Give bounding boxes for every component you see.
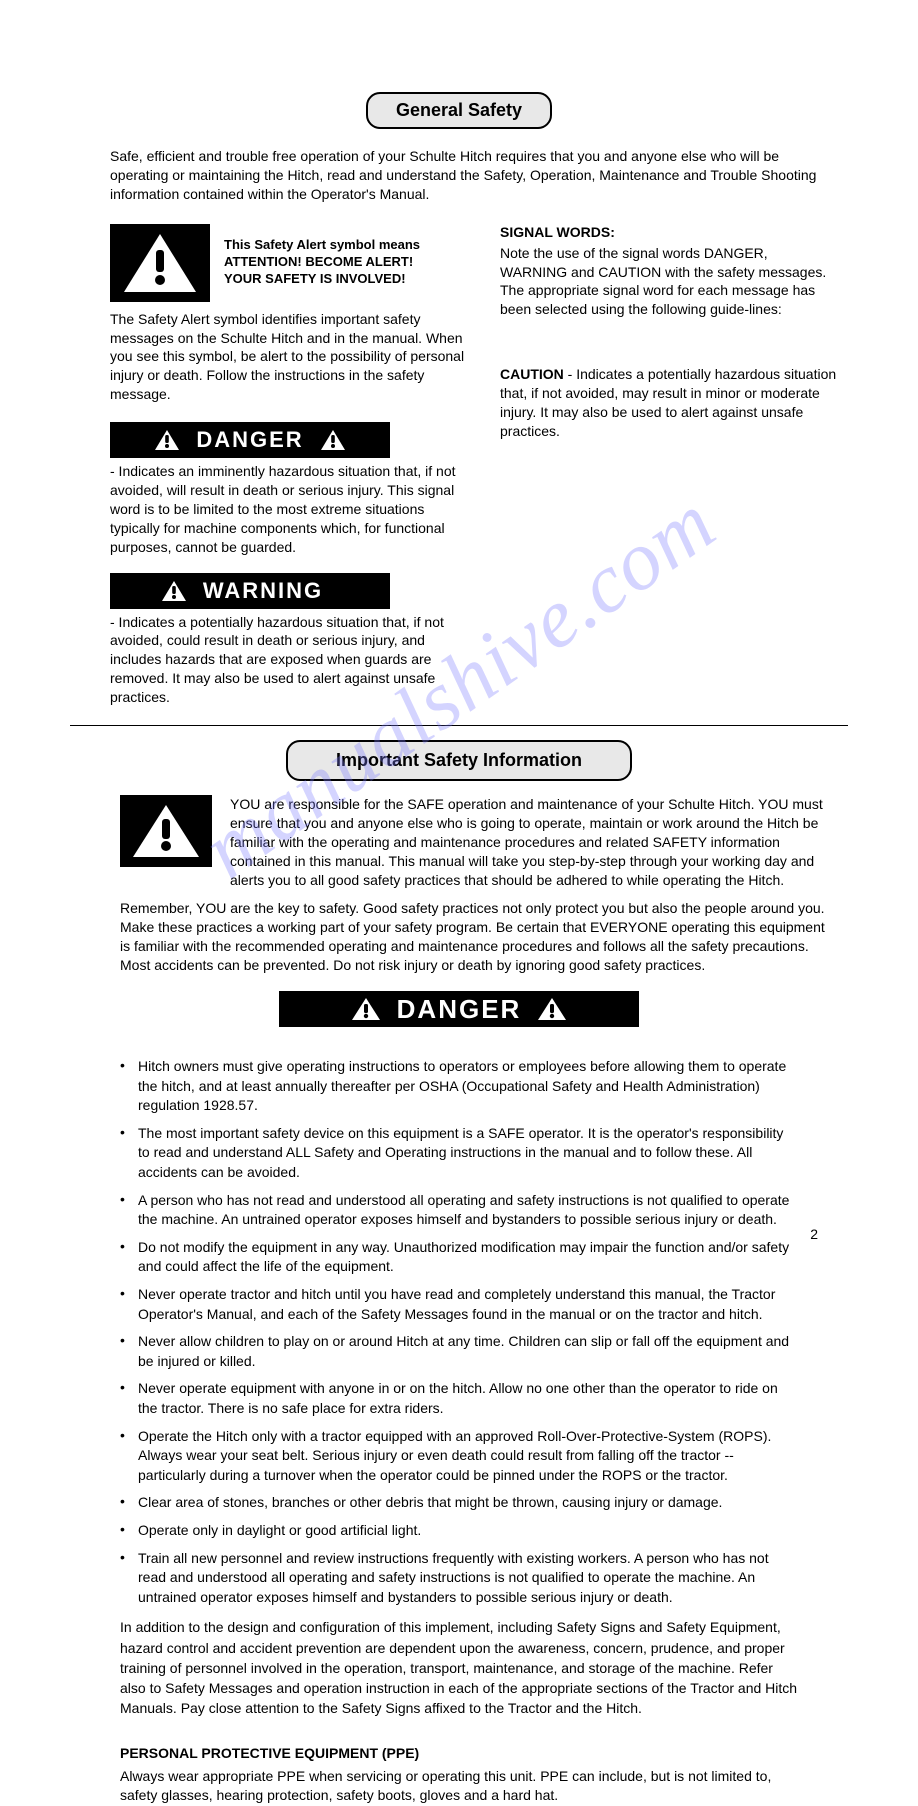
list-item-text: Never allow children to play on or aroun…: [138, 1332, 798, 1371]
section-title-general-safety: General Safety: [366, 92, 552, 129]
safety-rules-list: •Hitch owners must give operating instru…: [120, 1057, 798, 1607]
section2-subnote: In addition to the design and configurat…: [120, 1617, 798, 1718]
danger-definition: - Indicates an imminently hazardous situ…: [110, 462, 470, 556]
bullet-icon: •: [120, 1549, 138, 1565]
page-number: 2: [810, 1226, 818, 1242]
list-item: •Never operate equipment with anyone in …: [120, 1379, 798, 1418]
list-item-text: A person who has not read and understood…: [138, 1191, 798, 1230]
ppe-paragraph: Always wear appropriate PPE when servici…: [120, 1767, 798, 1806]
danger-banner: DANGER: [279, 991, 639, 1027]
warning-definition: - Indicates a potentially hazardous situ…: [110, 613, 470, 707]
section2-intro: YOU are responsible for the SAFE operati…: [230, 795, 828, 889]
section2-remember: Remember, YOU are the key to safety. Goo…: [120, 899, 828, 975]
list-item-text: Never operate tractor and hitch until yo…: [138, 1285, 798, 1324]
bullet-icon: •: [120, 1332, 138, 1348]
section-divider: [70, 725, 848, 726]
danger-banner: DANGER: [110, 422, 390, 458]
list-item: •Clear area of stones, branches or other…: [120, 1493, 798, 1513]
list-item-text: Train all new personnel and review instr…: [138, 1549, 798, 1608]
warning-banner: WARNING: [110, 573, 390, 609]
list-item-text: Never operate equipment with anyone in o…: [138, 1379, 798, 1418]
signal-words-heading: SIGNAL WORDS:: [500, 224, 838, 240]
caution-label: CAUTION: [500, 366, 564, 382]
bullet-icon: •: [120, 1493, 138, 1509]
bullet-icon: •: [120, 1285, 138, 1301]
list-item: •A person who has not read and understoo…: [120, 1191, 798, 1230]
list-item: •Hitch owners must give operating instru…: [120, 1057, 798, 1116]
list-item-text: Do not modify the equipment in any way. …: [138, 1238, 798, 1277]
bullet-icon: •: [120, 1124, 138, 1140]
bullet-icon: •: [120, 1191, 138, 1207]
safety-alert-description: The Safety Alert symbol identifies impor…: [110, 310, 470, 404]
signal-words-intro: Note the use of the signal words DANGER,…: [500, 244, 838, 320]
safety-alert-icon: [110, 224, 210, 302]
safety-alert-icon: [120, 795, 212, 867]
list-item-text: Clear area of stones, branches or other …: [138, 1493, 722, 1513]
bullet-icon: •: [120, 1521, 138, 1537]
list-item-text: Operate the Hitch only with a tractor eq…: [138, 1427, 798, 1486]
list-item: •Never operate tractor and hitch until y…: [120, 1285, 798, 1324]
list-item-text: Operate only in daylight or good artific…: [138, 1521, 421, 1541]
danger-banner-label: DANGER: [180, 427, 319, 453]
list-item: •The most important safety device on thi…: [120, 1124, 798, 1183]
bullet-icon: •: [120, 1057, 138, 1073]
list-item-text: Hitch owners must give operating instruc…: [138, 1057, 798, 1116]
list-item: •Do not modify the equipment in any way.…: [120, 1238, 798, 1277]
section-title-important-safety: Important Safety Information: [286, 740, 632, 781]
list-item: •Operate only in daylight or good artifi…: [120, 1521, 798, 1541]
list-item: •Train all new personnel and review inst…: [120, 1549, 798, 1608]
list-item: •Never allow children to play on or arou…: [120, 1332, 798, 1371]
safety-alert-label: This Safety Alert symbol means ATTENTION…: [224, 237, 420, 288]
warning-banner-label: WARNING: [187, 578, 339, 604]
list-item: •Operate the Hitch only with a tractor e…: [120, 1427, 798, 1486]
bullet-icon: •: [120, 1379, 138, 1395]
list-item-text: The most important safety device on this…: [138, 1124, 798, 1183]
bullet-icon: •: [120, 1427, 138, 1443]
danger-banner-label: DANGER: [381, 994, 538, 1025]
bullet-icon: •: [120, 1238, 138, 1254]
section1-intro: Safe, efficient and trouble free operati…: [110, 147, 828, 204]
ppe-heading: PERSONAL PROTECTIVE EQUIPMENT (PPE): [120, 1745, 918, 1761]
